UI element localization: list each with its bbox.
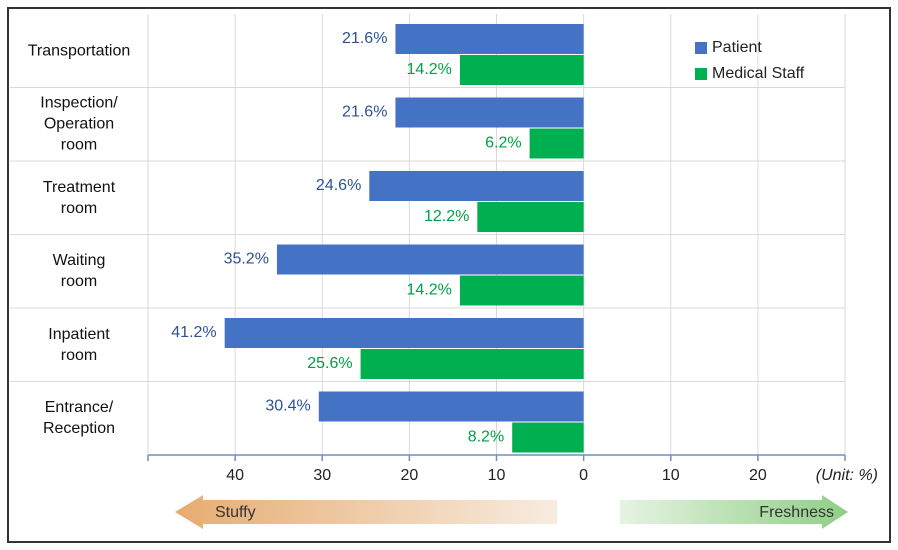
bar <box>318 391 584 422</box>
category-label: Treatment room <box>42 178 116 217</box>
bar <box>395 24 584 54</box>
bar <box>360 349 584 379</box>
value-label: 21.6% <box>342 30 387 47</box>
unit-label: (Unit: %) <box>816 467 878 484</box>
bar <box>459 275 584 306</box>
legend-swatch <box>695 42 707 54</box>
x-tick-label: 0 <box>579 467 588 484</box>
value-label: 21.6% <box>342 104 387 121</box>
category-label: Entrance/ Reception <box>42 399 116 438</box>
bar <box>512 422 584 453</box>
x-tick-label: 10 <box>662 467 680 484</box>
value-label: 14.2% <box>407 61 452 78</box>
bar <box>369 171 584 201</box>
value-label: 24.6% <box>316 177 361 194</box>
value-label: 25.6% <box>307 355 352 372</box>
value-label: 41.2% <box>171 324 216 341</box>
x-tick-label: 20 <box>400 467 418 484</box>
bar <box>529 128 584 159</box>
stuffy-label: Stuffy <box>215 504 256 521</box>
x-tick-label: 10 <box>488 467 506 484</box>
value-label: 12.2% <box>424 208 469 225</box>
value-label: 8.2% <box>468 429 504 446</box>
category-label: Waiting room <box>52 252 106 291</box>
bar <box>477 202 584 232</box>
category-label: Transportation <box>27 42 131 60</box>
freshness-label: Freshness <box>759 504 834 521</box>
legend-label: Patient <box>712 39 762 56</box>
bar <box>459 55 584 85</box>
x-tick-label: 40 <box>226 467 244 484</box>
category-label: Inpatient room <box>48 325 110 364</box>
bar <box>276 244 584 275</box>
value-label: 6.2% <box>485 135 521 152</box>
x-tick-label: 30 <box>313 467 331 484</box>
value-label: 30.4% <box>265 398 310 415</box>
x-tick-label: 20 <box>749 467 767 484</box>
value-label: 14.2% <box>407 282 452 299</box>
freshness-arrow <box>620 495 848 529</box>
frame <box>7 7 891 543</box>
bar <box>395 97 584 128</box>
bar <box>224 318 584 348</box>
legend-label: Medical Staff <box>712 65 805 82</box>
value-label: 35.2% <box>224 251 269 268</box>
category-label: Inspection/ Operation room <box>40 94 118 154</box>
legend-swatch <box>695 68 707 80</box>
stuffy-arrow <box>175 495 557 529</box>
